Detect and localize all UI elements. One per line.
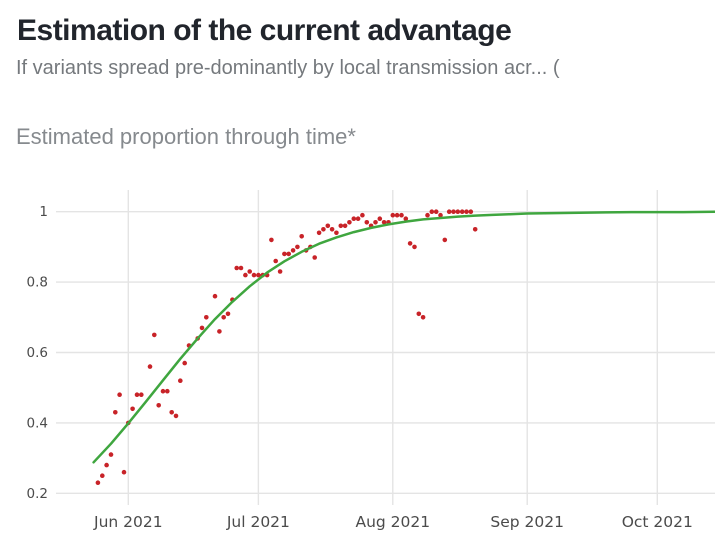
data-point[interactable] <box>325 223 331 229</box>
data-point[interactable] <box>377 216 383 221</box>
y-tick-label: 0.6 <box>27 345 48 361</box>
data-point[interactable] <box>334 230 339 236</box>
data-point[interactable] <box>342 223 348 229</box>
data-point[interactable] <box>130 406 135 412</box>
data-point[interactable] <box>251 272 257 278</box>
chart-section-title: Estimated proportion through time* <box>16 124 356 149</box>
data-point[interactable] <box>407 241 413 246</box>
data-point[interactable] <box>442 237 448 243</box>
data-point[interactable] <box>204 315 209 320</box>
data-point[interactable] <box>472 227 478 232</box>
data-point[interactable] <box>438 212 443 218</box>
proportion-chart-container: 1 0.8 0.6 0.4 0.2 Jun 2021 Jul 2021 Aug 2021 Sep… <box>0 180 715 548</box>
data-point[interactable] <box>464 209 469 214</box>
data-point[interactable] <box>152 332 157 338</box>
data-point[interactable] <box>221 315 226 320</box>
data-point[interactable] <box>329 227 335 232</box>
data-point[interactable] <box>269 237 274 243</box>
y-tick-label: 1 <box>39 204 48 220</box>
data-point[interactable] <box>178 378 183 383</box>
data-point[interactable] <box>113 410 118 415</box>
proportion-chart[interactable]: 1 0.8 0.6 0.4 0.2 Jun 2021 Jul 2021 Aug 2021 Sep… <box>0 180 715 548</box>
data-point[interactable] <box>299 234 305 239</box>
data-point[interactable] <box>347 220 352 225</box>
data-point[interactable] <box>468 209 474 214</box>
y-tick-label: 0.8 <box>27 275 48 291</box>
data-point[interactable] <box>243 272 248 278</box>
data-point[interactable] <box>169 410 174 415</box>
data-point[interactable] <box>429 209 435 214</box>
data-point[interactable] <box>277 269 283 274</box>
data-point[interactable] <box>459 209 465 214</box>
data-point[interactable] <box>247 269 252 274</box>
data-point[interactable] <box>373 220 378 225</box>
data-point[interactable] <box>360 212 365 218</box>
data-point[interactable] <box>420 315 426 320</box>
data-point[interactable] <box>238 265 244 271</box>
data-point[interactable] <box>117 392 122 397</box>
data-point[interactable] <box>199 325 205 331</box>
data-point[interactable] <box>286 251 292 257</box>
data-point[interactable] <box>234 265 239 271</box>
data-point[interactable] <box>446 209 452 214</box>
x-tick-label: Jun 2021 <box>93 513 163 531</box>
data-point[interactable] <box>256 272 261 278</box>
page-subtitle: If variants spread pre-dominantly by loc… <box>16 57 560 79</box>
data-point[interactable] <box>321 227 326 232</box>
page-title: Estimation of the current advantage <box>17 14 512 47</box>
data-point[interactable] <box>312 255 318 260</box>
data-point[interactable] <box>104 462 109 468</box>
data-point[interactable] <box>165 388 170 394</box>
data-point[interactable] <box>173 413 179 419</box>
data-point[interactable] <box>455 209 461 214</box>
data-point[interactable] <box>134 392 140 397</box>
data-point[interactable] <box>394 212 400 218</box>
data-point[interactable] <box>160 388 166 394</box>
data-point[interactable] <box>108 452 114 457</box>
x-tick-label: Oct 2021 <box>622 513 693 531</box>
data-point[interactable] <box>121 469 127 475</box>
data-point[interactable] <box>139 392 144 397</box>
x-tick-label: Sep 2021 <box>490 513 564 531</box>
y-tick-label: 0.2 <box>27 486 48 502</box>
data-point[interactable] <box>338 223 344 229</box>
data-point[interactable] <box>390 212 396 218</box>
data-point[interactable] <box>364 220 370 225</box>
data-point[interactable] <box>147 364 153 369</box>
data-point[interactable] <box>212 293 218 299</box>
data-point[interactable] <box>295 244 300 250</box>
data-point[interactable] <box>425 212 430 218</box>
trend-line[interactable] <box>92 210 715 464</box>
data-point[interactable] <box>100 473 105 479</box>
data-point[interactable] <box>95 480 101 486</box>
data-point[interactable] <box>399 212 404 218</box>
data-point[interactable] <box>403 216 409 221</box>
data-point[interactable] <box>355 216 361 221</box>
x-tick-label: Jul 2021 <box>226 513 290 531</box>
data-point[interactable] <box>282 251 287 257</box>
data-point[interactable] <box>381 220 387 225</box>
data-point[interactable] <box>451 209 456 214</box>
data-point[interactable] <box>416 311 422 317</box>
data-point[interactable] <box>217 329 222 334</box>
data-point[interactable] <box>351 216 357 221</box>
data-point[interactable] <box>316 230 322 236</box>
data-point[interactable] <box>290 248 296 253</box>
x-tick-label: Aug 2021 <box>355 513 430 531</box>
y-tick-label: 0.4 <box>27 415 48 431</box>
data-point[interactable] <box>225 311 231 317</box>
data-point[interactable] <box>412 244 417 250</box>
data-point[interactable] <box>433 209 439 214</box>
data-point[interactable] <box>273 258 279 264</box>
data-point[interactable] <box>156 403 161 408</box>
data-point[interactable] <box>182 360 187 366</box>
